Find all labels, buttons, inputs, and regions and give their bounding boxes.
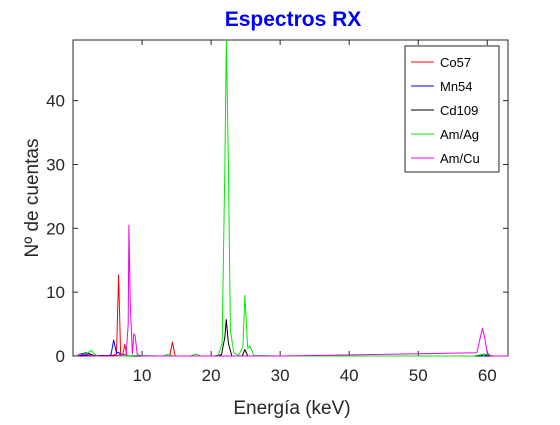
x-tick-label: 10 [133,366,152,385]
legend-label: Am/Ag [440,127,479,142]
x-tick-label: 30 [271,366,290,385]
y-tick-label: 10 [46,283,65,302]
x-tick-label: 60 [478,366,497,385]
y-tick-label: 0 [56,347,65,366]
x-axis-label: Energía (keV) [233,398,350,419]
y-tick-label: 40 [46,92,65,111]
y-tick-label: 30 [46,155,65,174]
x-tick-label: 20 [202,366,221,385]
legend: Co57 Mn54 Cd109 Am/Ag Am/Cu [404,45,500,173]
legend-label: Co57 [440,55,471,70]
y-tick-label: 20 [46,219,65,238]
x-tick-label: 40 [340,366,359,385]
series-line-am-cu [76,224,508,357]
legend-label: Mn54 [440,79,473,94]
chart-title: Espectros RX [225,8,362,31]
series-layer [76,39,508,357]
legend-label: Am/Cu [440,151,480,166]
x-tick-label: 50 [409,366,428,385]
legend-label: Cd109 [440,103,478,118]
legend-box [404,45,500,173]
y-axis-label: Nº de cuentas [22,139,43,258]
